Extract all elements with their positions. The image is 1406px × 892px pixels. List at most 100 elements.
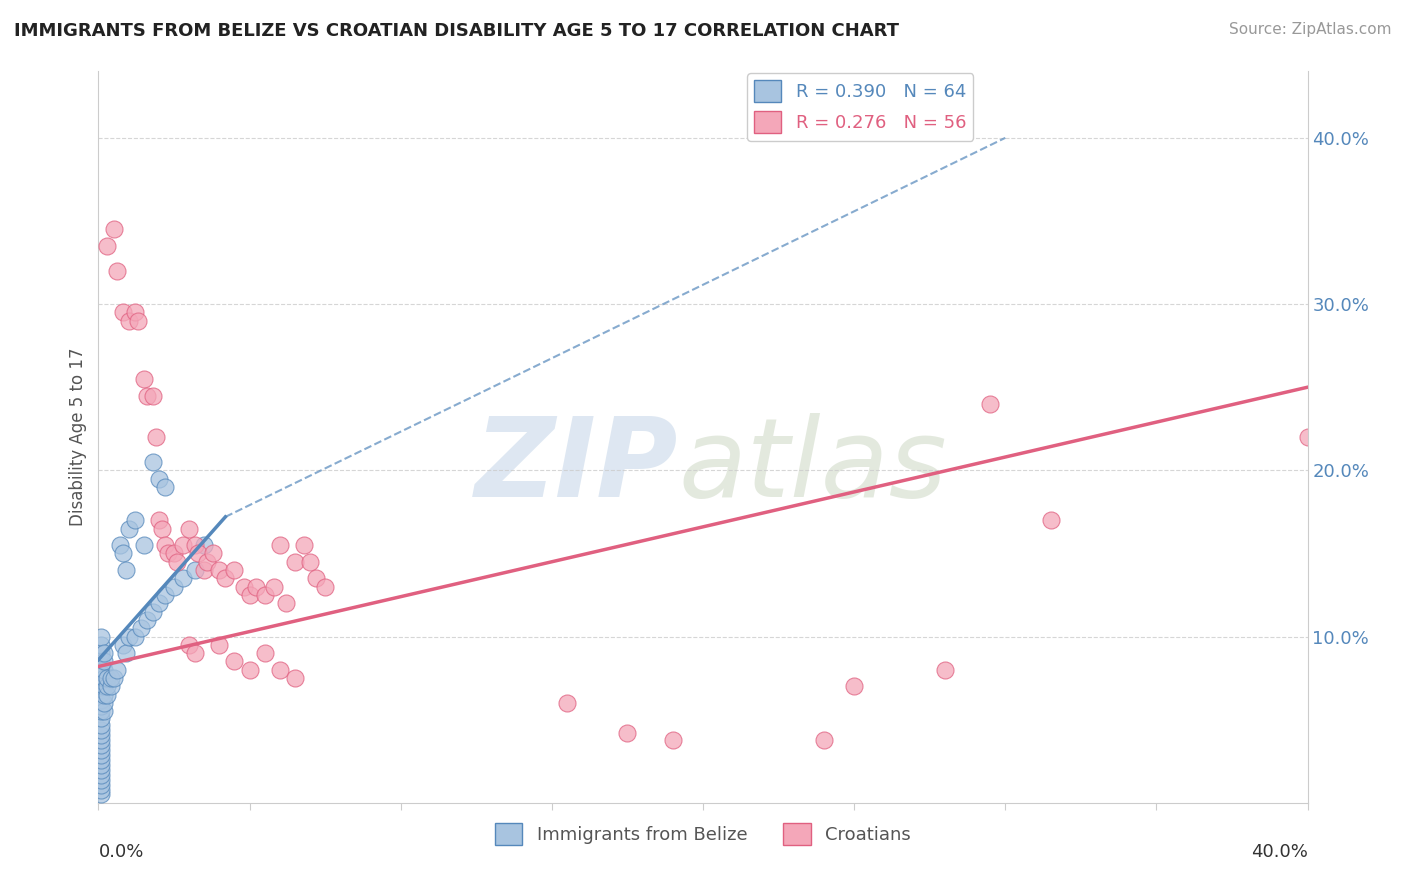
Point: [184, 646, 207, 660]
Point: [90, 747, 112, 762]
Point: [90, 782, 112, 797]
Point: [90, 711, 112, 725]
Point: [90, 723, 112, 737]
Y-axis label: Disability Age 5 to 17: Disability Age 5 to 17: [69, 348, 87, 526]
Point: [269, 538, 291, 552]
Point: [90, 753, 112, 767]
Point: [163, 580, 186, 594]
Point: [93, 663, 115, 677]
Point: [148, 596, 170, 610]
Point: [100, 680, 122, 694]
Point: [239, 663, 262, 677]
Point: [844, 680, 866, 694]
Point: [118, 630, 141, 644]
Point: [166, 555, 188, 569]
Point: [124, 630, 146, 644]
Point: [132, 538, 155, 552]
Point: [90, 653, 112, 667]
Point: [263, 580, 285, 594]
Point: [127, 314, 149, 328]
Point: [148, 513, 170, 527]
Point: [93, 655, 115, 669]
Point: [118, 314, 141, 328]
Point: [93, 688, 115, 702]
Point: [90, 630, 112, 644]
Point: [661, 732, 683, 747]
Point: [105, 264, 128, 278]
Point: [111, 546, 134, 560]
Point: [142, 455, 165, 469]
Point: [172, 538, 194, 552]
Point: [305, 571, 328, 585]
Point: [90, 767, 112, 781]
Point: [100, 671, 122, 685]
Point: [179, 638, 201, 652]
Point: [93, 646, 115, 660]
Point: [129, 621, 152, 635]
Point: [96, 239, 118, 253]
Point: [193, 563, 215, 577]
Point: [813, 732, 835, 747]
Point: [132, 372, 155, 386]
Point: [153, 480, 176, 494]
Point: [93, 705, 115, 719]
Point: [142, 388, 165, 402]
Point: [616, 726, 638, 740]
Point: [153, 538, 176, 552]
Point: [90, 763, 112, 777]
Point: [90, 680, 112, 694]
Point: [90, 705, 112, 719]
Point: [90, 728, 112, 742]
Point: [124, 513, 146, 527]
Point: [90, 666, 112, 681]
Point: [934, 663, 956, 677]
Text: ZIP: ZIP: [475, 413, 679, 520]
Point: [284, 555, 307, 569]
Point: [224, 655, 246, 669]
Point: [292, 538, 315, 552]
Point: [93, 671, 115, 685]
Point: [90, 699, 112, 714]
Point: [114, 563, 136, 577]
Point: [156, 546, 179, 560]
Point: [1039, 513, 1062, 527]
Point: [269, 663, 291, 677]
Point: [114, 646, 136, 660]
Point: [90, 717, 112, 731]
Point: [172, 571, 194, 585]
Point: [105, 663, 128, 677]
Point: [111, 638, 134, 652]
Point: [979, 397, 1001, 411]
Point: [90, 738, 112, 752]
Point: [90, 772, 112, 787]
Point: [150, 521, 173, 535]
Point: [284, 671, 307, 685]
Point: [90, 646, 112, 660]
Point: [90, 732, 112, 747]
Point: [135, 388, 157, 402]
Point: [103, 671, 125, 685]
Point: [555, 696, 578, 710]
Point: [93, 696, 115, 710]
Point: [90, 742, 112, 756]
Point: [193, 538, 215, 552]
Point: [90, 778, 112, 792]
Point: [145, 430, 167, 444]
Point: [299, 555, 322, 569]
Point: [90, 686, 112, 700]
Point: [179, 521, 201, 535]
Point: [208, 563, 231, 577]
Point: [232, 580, 254, 594]
Point: [195, 555, 218, 569]
Text: 0.0%: 0.0%: [98, 843, 143, 861]
Text: IMMIGRANTS FROM BELIZE VS CROATIAN DISABILITY AGE 5 TO 17 CORRELATION CHART: IMMIGRANTS FROM BELIZE VS CROATIAN DISAB…: [14, 22, 898, 40]
Point: [93, 680, 115, 694]
Point: [208, 638, 231, 652]
Point: [142, 605, 165, 619]
Point: [90, 638, 112, 652]
Point: [184, 563, 207, 577]
Point: [103, 222, 125, 236]
Point: [118, 521, 141, 535]
Point: [239, 588, 262, 602]
Point: [90, 788, 112, 802]
